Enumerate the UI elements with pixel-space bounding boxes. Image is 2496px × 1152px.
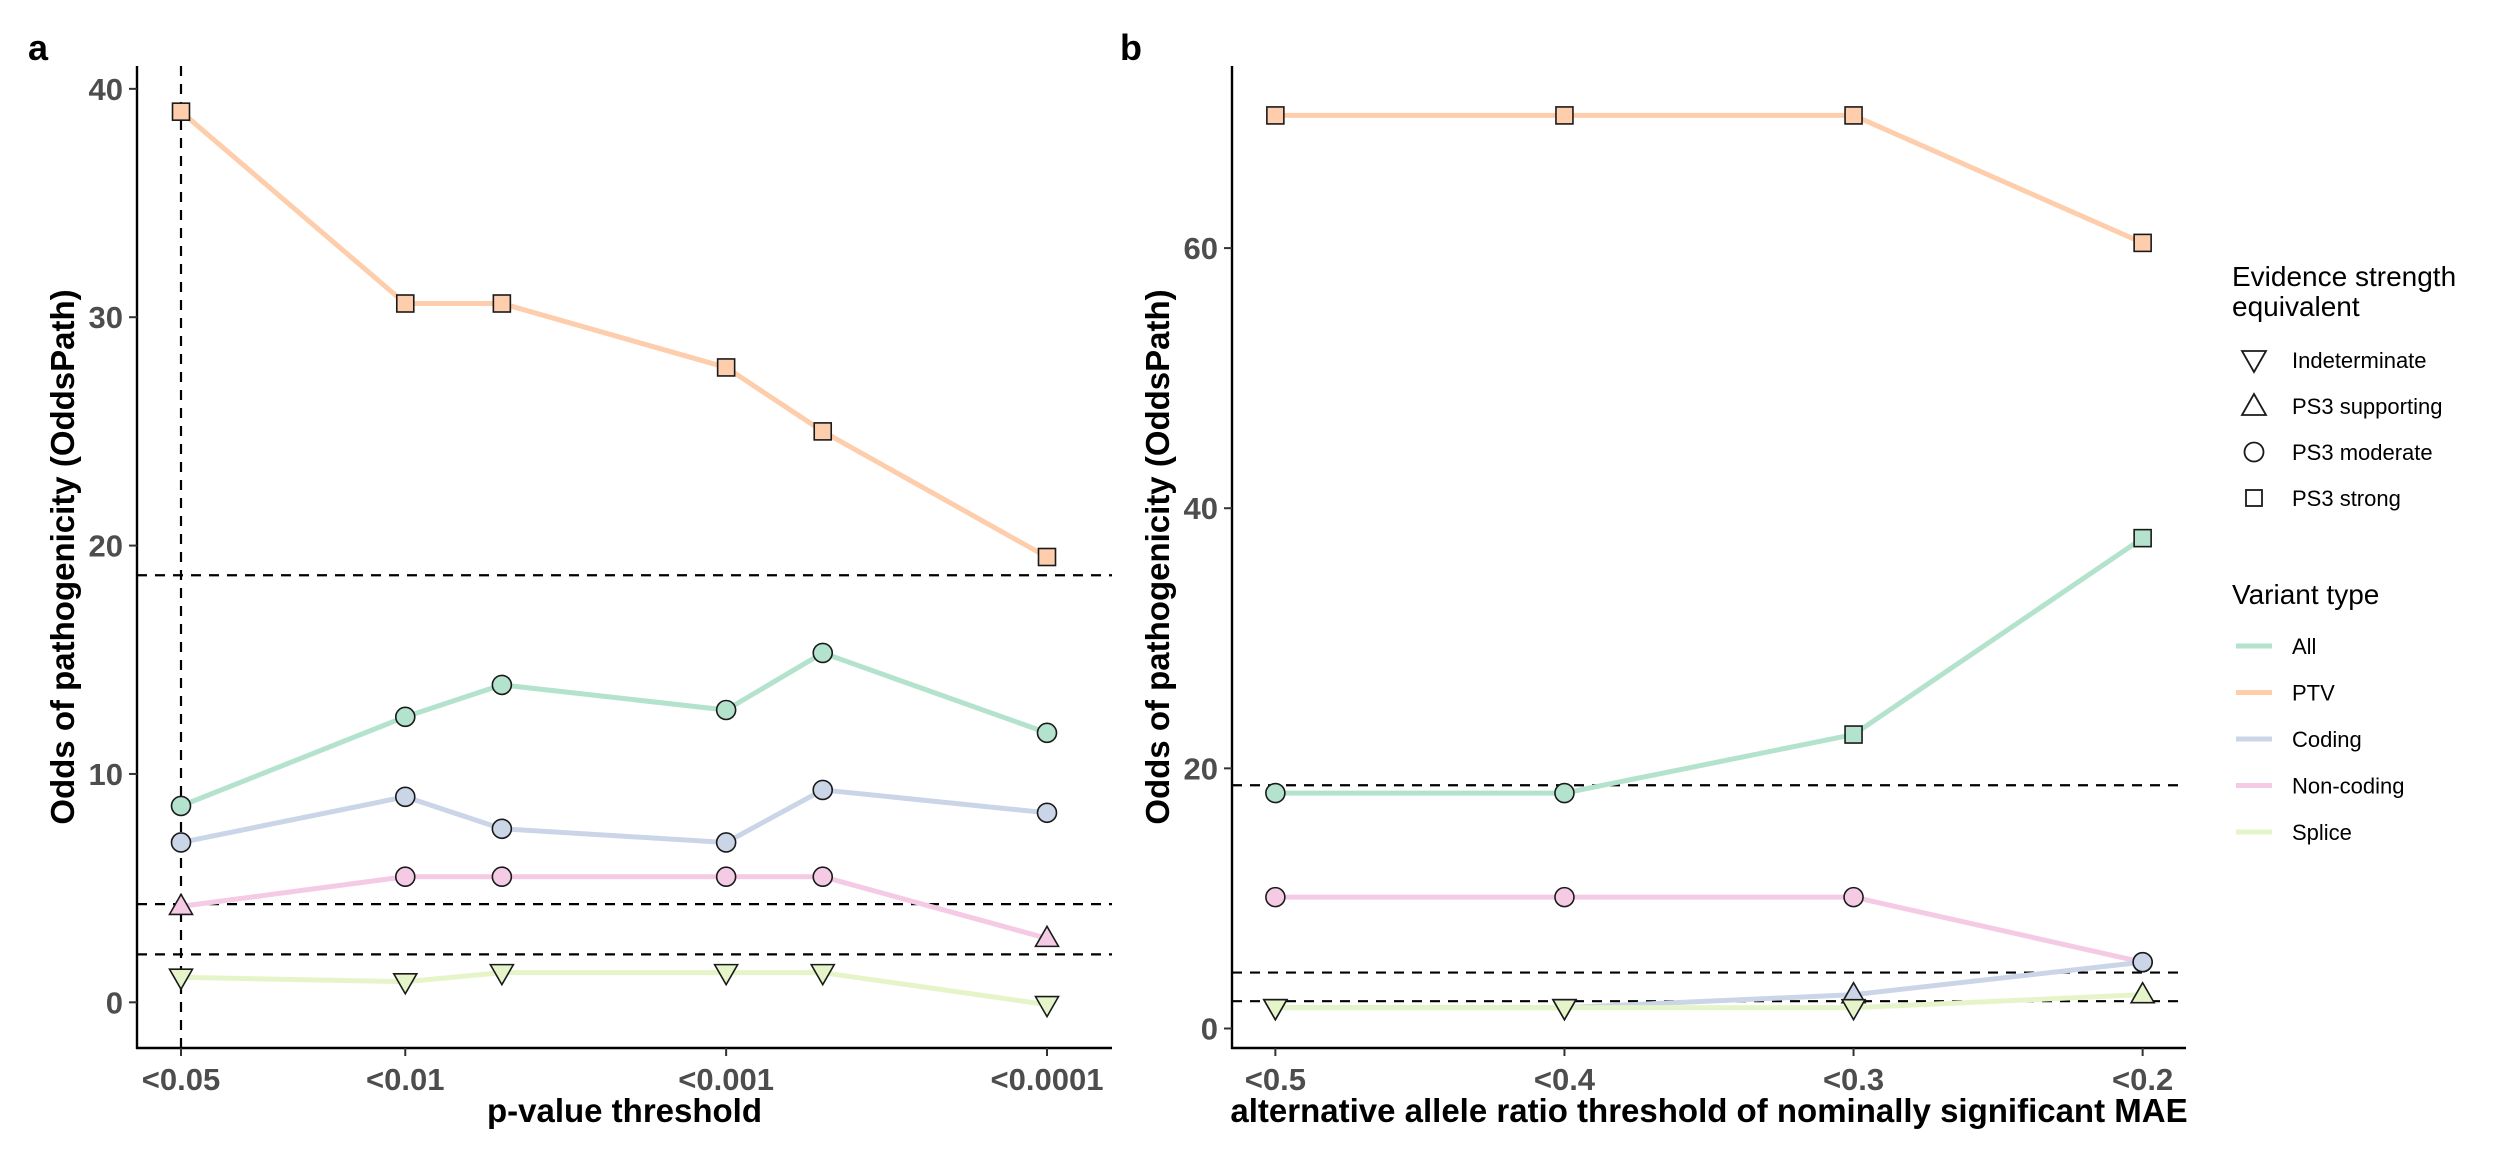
point-coding [394, 786, 416, 808]
point-all [491, 674, 513, 696]
point-splice [809, 963, 836, 987]
legend-shape-label: PS3 supporting [2292, 394, 2442, 419]
series-line-coding [178, 787, 1050, 845]
legend-shape-indeterminate [2240, 350, 2268, 374]
y-tick-label: 30 [89, 300, 123, 335]
x-tick-label: <0.3 [1823, 1062, 1884, 1097]
point-coding [491, 818, 513, 840]
point-non-coding [812, 866, 834, 888]
series-line-non-coding [178, 874, 1050, 941]
x-tick-label: <0.4 [1534, 1062, 1596, 1097]
point-all [1036, 722, 1058, 744]
point-splice [392, 972, 419, 996]
y-tick-label: 0 [106, 985, 123, 1020]
panel-label-b: b [1120, 27, 1142, 68]
x-tick-label: <0.05 [142, 1062, 220, 1097]
point-ptv [395, 294, 415, 313]
legend-shape-label: PS3 moderate [2292, 440, 2433, 465]
y-tick-label: 20 [89, 529, 123, 564]
x-tick-label: <0.2 [2112, 1062, 2173, 1097]
y-tick-label: 20 [1184, 751, 1218, 786]
y-tick-label: 60 [1184, 231, 1218, 266]
point-non-coding [1554, 886, 1575, 908]
point-ptv [2133, 233, 2152, 253]
legend-shape-ps3-strong [2245, 489, 2263, 507]
point-non-coding [1265, 886, 1286, 908]
series-line-splice [1272, 992, 2146, 1011]
legend-color-label: All [2292, 634, 2316, 659]
series-line-non-coding [1272, 894, 2146, 965]
legend-color-label: Coding [2292, 727, 2362, 752]
point-splice [1034, 995, 1060, 1019]
point-splice [1551, 998, 1578, 1022]
point-ptv [813, 422, 833, 441]
series-line-all [1272, 535, 2146, 796]
point-non-coding [715, 866, 737, 888]
panel-a: a 0 10 20 30 40 <0.05 <0.01 <0.001 <0.0001 p-value… [28, 27, 1112, 1129]
point-splice [2129, 981, 2156, 1004]
point-splice [713, 963, 740, 987]
y-tick-label: 40 [89, 72, 123, 107]
point-ptv [1266, 106, 1285, 125]
point-non-coding [168, 892, 194, 916]
point-all [715, 699, 737, 721]
legend-color-label: PTV [2292, 681, 2335, 706]
point-all [2133, 528, 2152, 548]
x-tick-label: <0.0001 [991, 1062, 1104, 1097]
point-all [394, 706, 416, 728]
legend-color-title: Variant type [2232, 579, 2379, 610]
legend-shape-title-line1: Evidence strength [2232, 261, 2456, 292]
legend-shape-label: PS3 strong [2292, 486, 2401, 511]
point-coding [170, 832, 192, 853]
point-non-coding [394, 866, 416, 888]
point-ptv [1844, 106, 1863, 125]
point-ptv [492, 294, 512, 313]
legend-shape-label: Indeterminate [2292, 348, 2427, 373]
x-axis-title: alternative allele ratio threshold of no… [1230, 1092, 2187, 1129]
point-ptv [1037, 547, 1057, 567]
point-coding [812, 779, 834, 801]
point-splice [168, 968, 194, 991]
legend-shape-ps3-moderate [2243, 441, 2265, 463]
point-splice [1840, 998, 1867, 1022]
x-tick-label: <0.01 [366, 1062, 444, 1097]
point-non-coding [1843, 886, 1864, 908]
point-ptv [716, 358, 736, 377]
point-ptv [171, 102, 191, 121]
point-splice [1262, 998, 1289, 1022]
panel-label-a: a [28, 27, 49, 68]
legend-shape-ps3-supporting [2240, 392, 2268, 416]
legend-color-label: Splice [2292, 820, 2352, 845]
point-coding [2132, 951, 2153, 973]
y-tick-label: 40 [1184, 491, 1218, 526]
series-line-ptv [1272, 112, 2146, 246]
x-tick-label: <0.001 [678, 1062, 774, 1097]
point-splice [488, 963, 515, 987]
y-axis-title: Odds of pathogenicity (OddsPath) [44, 289, 81, 824]
y-tick-label: 0 [1201, 1011, 1218, 1046]
point-all [1554, 782, 1575, 804]
legend-color-label: Non-coding [2292, 774, 2405, 799]
y-axis-title: Odds of pathogenicity (OddsPath) [1139, 289, 1176, 824]
x-tick-label: <0.5 [1245, 1062, 1306, 1097]
y-tick-label: 10 [89, 757, 123, 792]
point-all [1265, 782, 1286, 804]
point-all [170, 795, 192, 817]
series-line-all [178, 650, 1050, 809]
point-coding [715, 832, 737, 853]
point-non-coding [1034, 924, 1060, 948]
point-all [1844, 725, 1863, 744]
point-ptv [1555, 106, 1574, 125]
point-non-coding [491, 866, 513, 888]
point-all [812, 642, 834, 664]
x-axis-title: p-value threshold [487, 1092, 762, 1129]
series-line-splice [178, 970, 1050, 1008]
series-line-ptv [178, 109, 1050, 560]
point-coding [1036, 802, 1058, 824]
legend-shape-title-line2: equivalent [2232, 291, 2360, 322]
